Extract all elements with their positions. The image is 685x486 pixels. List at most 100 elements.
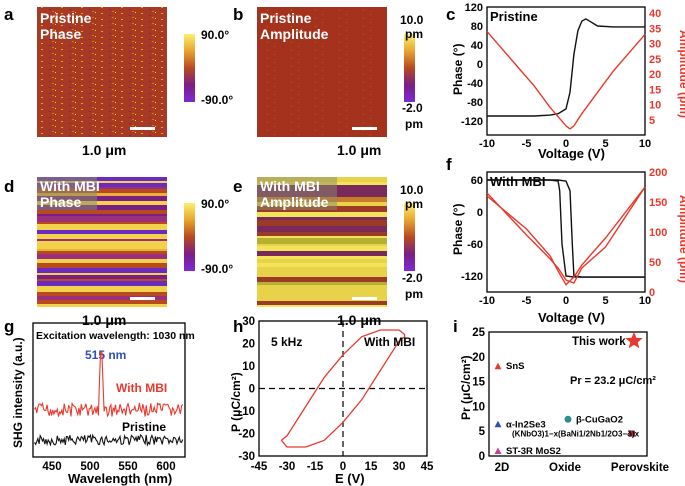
annotation-frequency: 5 kHz bbox=[271, 335, 302, 349]
category-label-2d: 2D bbox=[495, 462, 510, 474]
x-tick-label: 500 bbox=[80, 461, 99, 473]
marker-this-work bbox=[625, 331, 643, 349]
amplitude-map-pristine bbox=[257, 7, 387, 137]
scale-bar bbox=[352, 297, 377, 300]
x-tick-labels: -45 -30 -15 0 15 30 45 bbox=[251, 461, 434, 473]
colorbar-max-unit: pm bbox=[405, 27, 423, 41]
colorbar bbox=[404, 203, 415, 271]
colorbar-min: -90.0° bbox=[201, 93, 233, 107]
map-stripe bbox=[37, 230, 167, 234]
y2-tick-labels: 200 150 100 50 0 bbox=[649, 167, 667, 299]
y-tick-label: 40 bbox=[471, 40, 483, 52]
map-stripe bbox=[37, 241, 167, 245]
map-stripe bbox=[37, 273, 167, 275]
map-stripe bbox=[37, 279, 167, 281]
y2-tick-label: 30 bbox=[649, 39, 661, 51]
series-line-pe-loop bbox=[280, 329, 406, 448]
y-tick-label: 25 bbox=[472, 327, 485, 339]
series-line-amplitude-forward- bbox=[486, 186, 646, 284]
map-stripe bbox=[37, 222, 167, 224]
y-axis-label: Pr (μC/cm²) bbox=[459, 355, 473, 420]
map-stripe bbox=[37, 296, 167, 300]
y-tick-label: -30 bbox=[238, 451, 255, 463]
map-stripe bbox=[257, 305, 387, 307]
plot-frame bbox=[486, 6, 646, 136]
map-stripe bbox=[37, 251, 167, 254]
map-stripe bbox=[37, 214, 167, 216]
x-tick-label: 5 bbox=[602, 138, 608, 150]
series-group bbox=[486, 18, 646, 130]
map-stripe bbox=[37, 249, 167, 251]
scale-bar bbox=[130, 127, 155, 130]
colorbar bbox=[184, 203, 195, 271]
point-label: ST-3R MoS2 bbox=[506, 446, 561, 457]
y2-tick-label: 40 bbox=[649, 8, 661, 20]
map-stripe bbox=[37, 216, 167, 222]
category-label-oxide: Oxide bbox=[549, 462, 581, 474]
colorbar bbox=[404, 34, 415, 102]
map-stripe bbox=[37, 263, 167, 268]
x-tick-label: 550 bbox=[118, 461, 137, 473]
y-tick-label: -120 bbox=[461, 271, 483, 283]
map-stripe bbox=[37, 286, 167, 292]
x-tick-label: -15 bbox=[307, 461, 324, 473]
map-stripe bbox=[37, 210, 167, 214]
series-group bbox=[280, 329, 406, 448]
legend-with-mbi: With MBI bbox=[116, 381, 167, 395]
map-stripe bbox=[257, 212, 387, 217]
map-stripe bbox=[257, 285, 387, 290]
x-tick-label: 0 bbox=[563, 295, 569, 307]
x-tick-label: 10 bbox=[639, 138, 651, 150]
y2-tick-label: 0 bbox=[649, 287, 655, 299]
y-tick-labels: 30 20 10 0 -10 -20 -30 bbox=[238, 316, 255, 463]
y2-tick-label: 15 bbox=[649, 84, 661, 96]
x-axis-label: Wavelength (nm) bbox=[68, 471, 172, 486]
y2-axis-label: Amplitude (pm) bbox=[677, 195, 685, 283]
map-stripe bbox=[37, 275, 167, 279]
panel-letter-e: e bbox=[233, 177, 242, 196]
marker--cugao2 bbox=[564, 415, 572, 423]
scale-label: 1.0 μm bbox=[82, 312, 126, 328]
map-stripe bbox=[37, 245, 167, 249]
colorbar-min-unit: pm bbox=[405, 287, 423, 301]
y-tick-labels: 60 0 -60 -120 bbox=[461, 175, 483, 283]
y-tick-label: 80 bbox=[471, 21, 483, 33]
colorbar-max: 90.0° bbox=[201, 28, 229, 42]
panel-g: g Excitation wavelength: 1030 nm 515 nm … bbox=[4, 317, 195, 486]
map-stripe bbox=[257, 261, 387, 263]
y-tick-label: -120 bbox=[461, 116, 483, 128]
scale-bar bbox=[130, 297, 155, 300]
series-group bbox=[34, 351, 184, 447]
map-stripe bbox=[37, 177, 167, 181]
series-line-amplitude-reverse- bbox=[486, 186, 646, 286]
map-stripe bbox=[37, 234, 167, 239]
title-backdrop bbox=[37, 177, 97, 210]
scatter-points: SnS α-In2Se3 ST-3R MoS2 β-CuGaO2 (KNbO3)1−x(… bbox=[494, 331, 643, 457]
y-tick-label: 10 bbox=[242, 361, 255, 373]
colorbar bbox=[184, 34, 195, 102]
map-stripe bbox=[257, 222, 387, 226]
map-title-line2: Phase bbox=[40, 26, 81, 42]
panel-letter-a: a bbox=[4, 5, 14, 24]
scale-bar bbox=[352, 127, 377, 130]
map-stripe bbox=[257, 251, 387, 256]
marker--knbo3-1-x-bani1-2nb1-2o3-x bbox=[629, 430, 635, 437]
pr-annotation: Pr = 23.2 μC/cm² bbox=[570, 375, 656, 387]
map-stripe bbox=[257, 263, 387, 267]
map-stripe bbox=[257, 220, 387, 222]
y-tick-label: 0 bbox=[477, 207, 483, 219]
map-stripe bbox=[37, 224, 167, 230]
map-stripe bbox=[37, 254, 167, 256]
legend-pristine: Pristine bbox=[122, 420, 166, 434]
y-axis-label: Phase (°) bbox=[451, 204, 465, 255]
x-tick-label: 450 bbox=[42, 461, 61, 473]
map-stripe bbox=[37, 300, 167, 304]
colorbar-min: -2.0 bbox=[402, 101, 423, 115]
colorbar-min-unit: pm bbox=[405, 117, 423, 131]
point-label: SnS bbox=[506, 361, 524, 372]
panel-e: e With MBI Amplitude 1.0 μm 10.0 pm -2.0… bbox=[233, 177, 424, 328]
panel-letter-i: i bbox=[453, 317, 458, 336]
y2-tick-label: 10 bbox=[649, 100, 661, 112]
x-axis-label: Voltage (V) bbox=[538, 146, 605, 161]
y2-tick-label: 25 bbox=[649, 54, 661, 66]
